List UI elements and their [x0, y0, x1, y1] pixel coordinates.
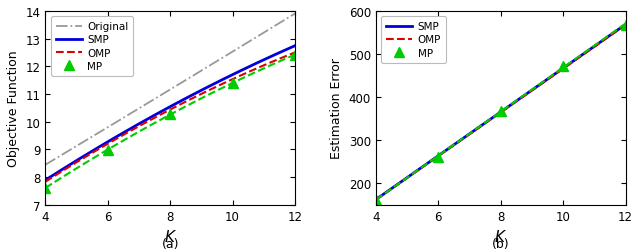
OMP — [520, 95, 527, 98]
SMP — [195, 91, 202, 94]
OMP — [42, 180, 49, 184]
Original — [42, 164, 49, 166]
Original — [42, 163, 50, 166]
MP — [42, 186, 49, 190]
OMP — [521, 95, 529, 98]
Text: (b): (b) — [492, 238, 509, 250]
MP — [497, 110, 504, 114]
SMP — [42, 178, 50, 181]
X-axis label: $K$: $K$ — [164, 228, 177, 244]
Line: SMP: SMP — [45, 46, 295, 180]
MP — [291, 54, 299, 57]
Line: MP: MP — [40, 51, 300, 193]
SMP — [291, 45, 299, 48]
MP — [559, 65, 567, 68]
Original — [252, 37, 260, 40]
SMP — [525, 92, 532, 94]
OMP — [268, 61, 275, 64]
SMP — [268, 56, 275, 58]
MP — [372, 198, 380, 201]
SMP — [372, 198, 380, 201]
MP — [435, 156, 442, 158]
SMP — [621, 24, 629, 27]
Line: SMP: SMP — [376, 25, 625, 200]
OMP — [190, 96, 198, 100]
SMP — [582, 51, 590, 54]
MP — [621, 24, 629, 27]
OMP — [525, 92, 532, 95]
Legend: Original, SMP, OMP, MP: Original, SMP, OMP, MP — [51, 17, 134, 77]
OMP — [598, 40, 606, 43]
SMP — [252, 63, 260, 66]
Line: MP: MP — [371, 21, 630, 205]
SMP — [42, 179, 49, 182]
SMP — [520, 95, 527, 98]
OMP — [373, 198, 381, 201]
OMP — [621, 24, 629, 27]
MP — [104, 149, 111, 152]
SMP — [598, 40, 606, 43]
Line: Original: Original — [45, 14, 295, 165]
OMP — [372, 198, 380, 201]
Legend: SMP, OMP, MP: SMP, OMP, MP — [381, 17, 446, 64]
OMP — [42, 180, 50, 183]
Original — [291, 13, 299, 16]
OMP — [195, 94, 202, 98]
SMP — [521, 94, 529, 97]
MP — [228, 82, 236, 85]
Line: OMP: OMP — [376, 26, 625, 200]
OMP — [252, 68, 260, 71]
MP — [166, 113, 174, 116]
X-axis label: $K$: $K$ — [494, 228, 508, 244]
SMP — [189, 94, 197, 96]
Original — [195, 72, 202, 75]
SMP — [373, 198, 381, 200]
Y-axis label: Objective Function: Objective Function — [7, 50, 20, 166]
Original — [268, 27, 275, 30]
OMP — [582, 52, 590, 55]
OMP — [189, 97, 197, 100]
OMP — [291, 52, 299, 55]
Line: OMP: OMP — [45, 53, 295, 182]
Original — [189, 75, 197, 78]
Text: (a): (a) — [161, 238, 179, 250]
Y-axis label: Estimation Error: Estimation Error — [330, 58, 343, 159]
Original — [190, 74, 198, 77]
SMP — [190, 93, 198, 96]
